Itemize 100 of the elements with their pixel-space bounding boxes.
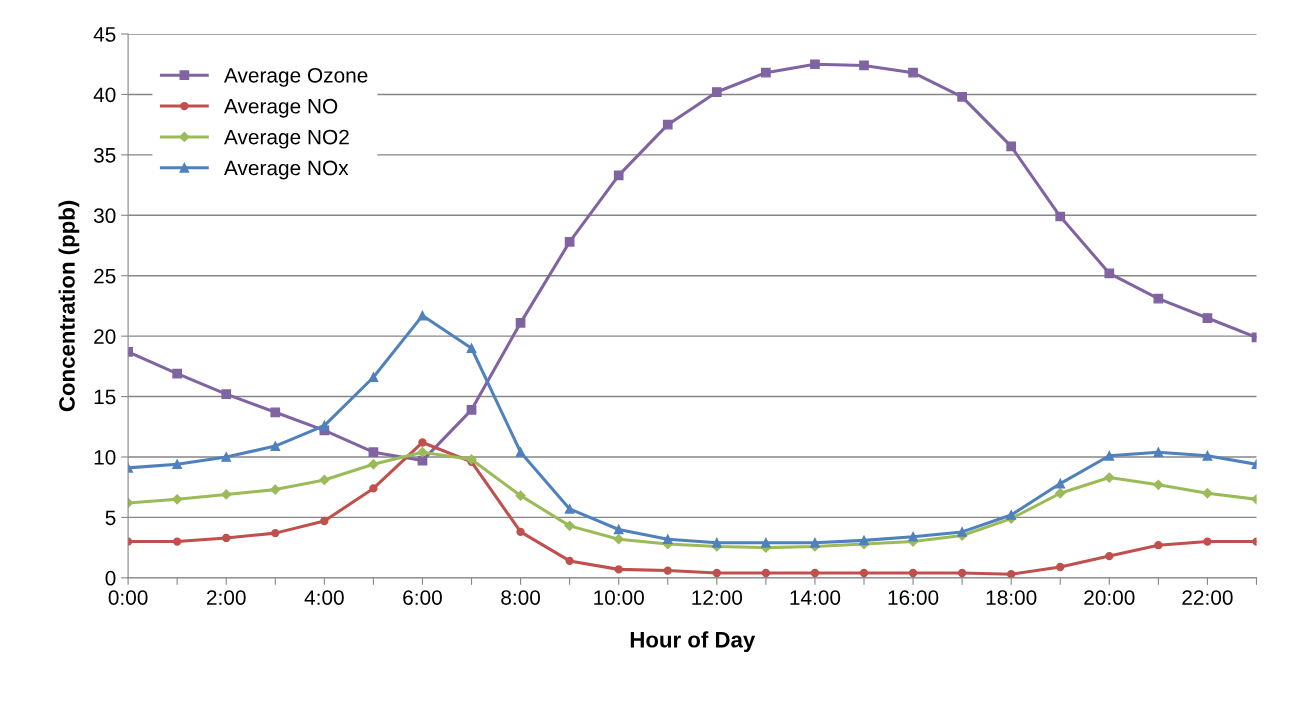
point [1202, 488, 1213, 499]
point [417, 310, 428, 321]
y-tick-label: 25 [94, 268, 116, 284]
point [1006, 141, 1017, 152]
point [565, 556, 574, 566]
point [1104, 472, 1115, 483]
point [761, 67, 771, 78]
point [614, 565, 623, 574]
point [761, 568, 771, 578]
point [810, 59, 820, 70]
legend-label: Average NO [223, 98, 338, 118]
point [319, 474, 330, 486]
point [1153, 293, 1164, 304]
point [711, 537, 722, 548]
point [662, 119, 673, 130]
point [417, 447, 428, 458]
y-tick-label: 10 [94, 449, 116, 465]
x-axis-title: Hour of Day [630, 631, 756, 652]
point [172, 368, 183, 379]
point [711, 87, 722, 97]
y-tick-label: 20 [94, 329, 116, 344]
point [319, 420, 330, 431]
x-tick-label: 14:00 [790, 590, 841, 605]
legend-label: Average Ozone [223, 67, 368, 87]
point [271, 528, 280, 538]
point [1153, 447, 1164, 458]
point [810, 568, 820, 578]
point [1104, 268, 1115, 279]
point [908, 568, 918, 578]
point [1202, 313, 1213, 323]
x-tick-label: 4:00 [304, 590, 344, 605]
point [515, 490, 526, 501]
x-tick-label: 8:00 [501, 590, 541, 605]
point [172, 459, 183, 470]
point [908, 531, 918, 542]
point [564, 237, 575, 247]
x-tick-label: 6:00 [403, 590, 442, 605]
point [516, 527, 525, 537]
point [418, 438, 427, 447]
point [270, 441, 281, 451]
point [320, 516, 329, 526]
x-tick-label: 12:00 [692, 590, 743, 605]
point [1105, 551, 1114, 561]
point [221, 452, 232, 462]
point [466, 404, 477, 415]
point [761, 537, 771, 548]
x-tick-label: 22:00 [1182, 590, 1233, 605]
y-tick-label: 45 [93, 27, 116, 42]
point [564, 520, 575, 531]
point [1055, 488, 1066, 499]
point [564, 504, 575, 514]
point [1153, 479, 1164, 490]
point [221, 389, 232, 400]
point [1104, 450, 1115, 461]
point [957, 92, 967, 102]
x-tick-label: 10:00 [594, 590, 644, 605]
x-tick-label: 0:00 [108, 590, 148, 605]
point [515, 317, 526, 328]
point [368, 459, 379, 470]
point [663, 566, 672, 575]
point [810, 537, 820, 548]
point [172, 537, 182, 546]
point [613, 534, 624, 545]
x-tick-label: 18:00 [986, 590, 1037, 605]
point [859, 60, 869, 71]
point [957, 527, 967, 537]
point [712, 568, 721, 578]
legend-label: Average NO2 [223, 129, 349, 149]
point [270, 407, 281, 418]
x-tick-label: 16:00 [888, 590, 939, 605]
point [662, 534, 673, 545]
point [221, 489, 232, 500]
point [1202, 450, 1213, 461]
y-tick-label: 40 [93, 87, 116, 103]
point [1006, 510, 1017, 520]
point [1007, 570, 1016, 578]
y-tick-label: 0 [105, 570, 116, 586]
y-tick-label: 5 [105, 510, 116, 526]
point [859, 568, 869, 578]
y-tick-label: 30 [93, 208, 116, 224]
point [466, 343, 477, 354]
y-tick-label: 15 [94, 389, 116, 405]
point [957, 568, 967, 578]
x-tick-label: 20:00 [1084, 590, 1135, 605]
point [613, 170, 624, 181]
point [1055, 478, 1066, 489]
point [222, 533, 231, 543]
y-tick-label: 35 [93, 147, 116, 163]
point [270, 484, 281, 495]
point [1055, 211, 1066, 222]
point [1203, 537, 1212, 546]
point [368, 447, 379, 458]
point [1154, 541, 1163, 550]
point [859, 535, 869, 546]
x-tick-label: 2:00 [207, 590, 246, 605]
point [908, 67, 918, 78]
point [613, 524, 624, 535]
legend-label: Average NOx [223, 160, 349, 180]
point [515, 447, 526, 458]
point [368, 372, 379, 383]
